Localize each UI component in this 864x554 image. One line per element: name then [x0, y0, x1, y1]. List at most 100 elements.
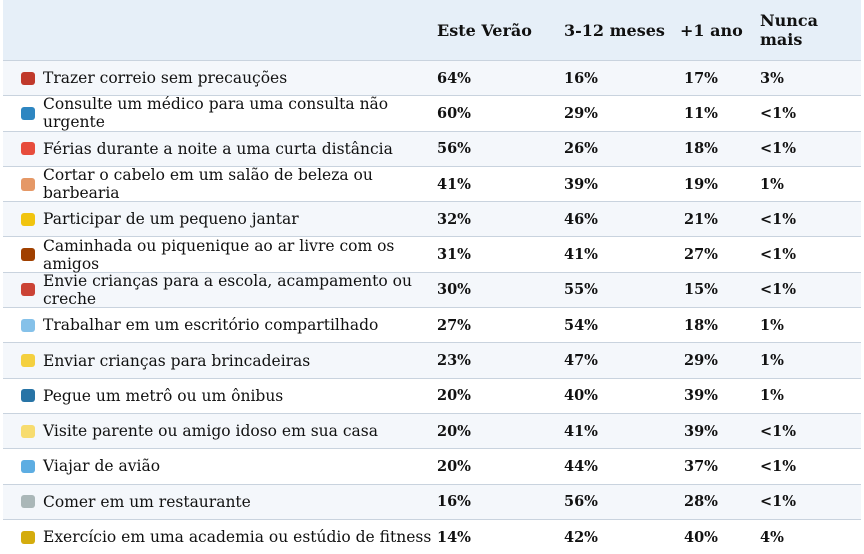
value-mais-1-ano: 40% [680, 529, 756, 546]
value-nunca-mais: <1% [756, 281, 861, 298]
table-row: Férias durante a noite a uma curta distâ… [3, 131, 861, 166]
activity-cell: Envie crianças para a escola, acampament… [3, 272, 433, 308]
car-icon [21, 142, 35, 155]
activity-cell: Trazer correio sem precauções [3, 69, 433, 87]
table-row: Visite parente ou amigo idoso em sua cas… [3, 413, 861, 448]
value-mais-1-ano: 27% [680, 246, 756, 263]
value-este-verao: 30% [433, 281, 560, 298]
value-este-verao: 20% [433, 423, 560, 440]
value-este-verao: 60% [433, 105, 560, 122]
value-nunca-mais: 1% [756, 317, 861, 334]
value-este-verao: 16% [433, 493, 560, 510]
value-este-verao: 20% [433, 458, 560, 475]
header-mais-1-ano: +1 ano [680, 21, 756, 40]
value-nunca-mais: <1% [756, 105, 861, 122]
value-3-12-meses: 56% [560, 493, 680, 510]
activity-label: Enviar crianças para brincadeiras [43, 352, 310, 370]
activity-label: Férias durante a noite a uma curta distâ… [43, 140, 393, 158]
activity-label: Cortar o cabelo em um salão de beleza ou… [43, 166, 433, 202]
value-3-12-meses: 26% [560, 140, 680, 157]
activity-cell: Consulte um médico para uma consulta não… [3, 95, 433, 131]
value-nunca-mais: <1% [756, 493, 861, 510]
backpack-icon [21, 283, 35, 296]
activity-label: Trazer correio sem precauções [43, 69, 287, 87]
activity-label: Pegue um metrô ou um ônibus [43, 387, 283, 405]
elder-icon [21, 425, 35, 438]
cutlery-icon [21, 495, 35, 508]
value-3-12-meses: 46% [560, 211, 680, 228]
activity-label: Participar de um pequeno jantar [43, 210, 299, 228]
table-row: Trabalhar em um escritório compartilhado… [3, 307, 861, 342]
table-row: Pegue um metrô ou um ônibus 20% 40% 39% 1% [3, 378, 861, 413]
value-3-12-meses: 41% [560, 246, 680, 263]
table-row: Envie crianças para a escola, acampament… [3, 272, 861, 307]
activity-label: Exercício em uma academia ou estúdio de … [43, 528, 431, 546]
value-3-12-meses: 55% [560, 281, 680, 298]
value-mais-1-ano: 28% [680, 493, 756, 510]
boot-icon [21, 248, 35, 261]
activity-label: Consulte um médico para uma consulta não… [43, 95, 433, 131]
value-3-12-meses: 39% [560, 176, 680, 193]
value-nunca-mais: <1% [756, 140, 861, 157]
value-este-verao: 27% [433, 317, 560, 334]
activity-label: Envie crianças para a escola, acampament… [43, 272, 433, 308]
value-mais-1-ano: 15% [680, 281, 756, 298]
value-3-12-meses: 41% [560, 423, 680, 440]
activity-cell: Viajar de avião [3, 457, 433, 475]
table-row: Consulte um médico para uma consulta não… [3, 95, 861, 130]
activity-label: Trabalhar em um escritório compartilhado [43, 316, 378, 334]
activity-cell: Cortar o cabelo em um salão de beleza ou… [3, 166, 433, 202]
header-este-verao: Este Verão [433, 21, 560, 40]
doctor-icon [21, 107, 35, 120]
activity-cell: Trabalhar em um escritório compartilhado [3, 316, 433, 334]
value-nunca-mais: <1% [756, 423, 861, 440]
header-nunca-mais: Nunca mais [756, 11, 861, 49]
value-este-verao: 56% [433, 140, 560, 157]
value-este-verao: 14% [433, 529, 560, 546]
value-nunca-mais: <1% [756, 246, 861, 263]
table-row: Enviar crianças para brincadeiras 23% 47% 2… [3, 342, 861, 377]
activity-cell: Férias durante a noite a uma curta distâ… [3, 140, 433, 158]
office-icon [21, 319, 35, 332]
child-icon [21, 354, 35, 367]
value-mais-1-ano: 18% [680, 317, 756, 334]
table-row: Trazer correio sem precauções 64% 16% 17% 3% [3, 60, 861, 95]
value-este-verao: 64% [433, 70, 560, 87]
value-mais-1-ano: 21% [680, 211, 756, 228]
activity-cell: Caminhada ou piquenique ao ar livre com … [3, 237, 433, 273]
value-nunca-mais: <1% [756, 458, 861, 475]
haircut-icon [21, 178, 35, 191]
activity-cell: Comer em um restaurante [3, 493, 433, 511]
value-nunca-mais: 1% [756, 176, 861, 193]
activity-cell: Exercício em uma academia ou estúdio de … [3, 528, 433, 546]
weightlift-icon [21, 531, 35, 544]
table-row: Caminhada ou piquenique ao ar livre com … [3, 236, 861, 271]
value-nunca-mais: 3% [756, 70, 861, 87]
table-row: Participar de um pequeno jantar 32% 46% 21%… [3, 201, 861, 236]
table-row: Viajar de avião 20% 44% 37% <1% [3, 448, 861, 483]
header-3-12-meses: 3-12 meses [560, 21, 680, 40]
value-nunca-mais: 1% [756, 352, 861, 369]
value-mais-1-ano: 39% [680, 423, 756, 440]
airplane-icon [21, 460, 35, 473]
bus-icon [21, 389, 35, 402]
value-3-12-meses: 54% [560, 317, 680, 334]
value-nunca-mais: 1% [756, 387, 861, 404]
value-este-verao: 32% [433, 211, 560, 228]
activity-label: Comer em um restaurante [43, 493, 251, 511]
value-este-verao: 41% [433, 176, 560, 193]
value-3-12-meses: 47% [560, 352, 680, 369]
value-3-12-meses: 29% [560, 105, 680, 122]
value-mais-1-ano: 19% [680, 176, 756, 193]
value-mais-1-ano: 37% [680, 458, 756, 475]
value-mais-1-ano: 39% [680, 387, 756, 404]
activity-cell: Visite parente ou amigo idoso em sua cas… [3, 422, 433, 440]
value-mais-1-ano: 29% [680, 352, 756, 369]
value-este-verao: 23% [433, 352, 560, 369]
table-body: Trazer correio sem precauções 64% 16% 17% 3%… [3, 60, 861, 554]
value-3-12-meses: 40% [560, 387, 680, 404]
value-3-12-meses: 16% [560, 70, 680, 87]
value-nunca-mais: 4% [756, 529, 861, 546]
value-mais-1-ano: 18% [680, 140, 756, 157]
mailbox-icon [21, 72, 35, 85]
